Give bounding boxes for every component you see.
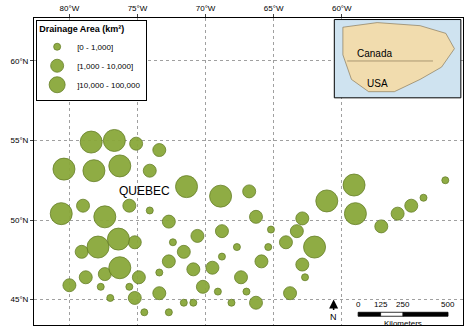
svg-text:75°W: 75°W	[128, 4, 148, 13]
svg-text:50°N: 50°N	[11, 216, 29, 225]
svg-text:]10,000 - 100,000: ]10,000 - 100,000	[77, 81, 140, 90]
svg-text:USA: USA	[367, 78, 388, 89]
svg-text:[0 - 1,000]: [0 - 1,000]	[77, 43, 113, 52]
svg-text:N: N	[330, 312, 337, 322]
svg-text:60°W: 60°W	[332, 4, 352, 13]
svg-text:45°N: 45°N	[11, 295, 29, 304]
svg-text:55°N: 55°N	[11, 136, 29, 145]
svg-text:70°W: 70°W	[196, 4, 216, 13]
svg-text:QUEBEC: QUEBEC	[119, 184, 170, 198]
svg-text:Canada: Canada	[357, 48, 392, 59]
svg-text:65°W: 65°W	[264, 4, 284, 13]
svg-text:Kilometers: Kilometers	[384, 319, 422, 328]
svg-text:250: 250	[396, 300, 410, 309]
svg-text:Drainage Area (km²): Drainage Area (km²)	[39, 24, 124, 34]
svg-text:60°N: 60°N	[11, 57, 29, 66]
svg-text:125: 125	[374, 300, 388, 309]
svg-text:[1,000 - 10,000]: [1,000 - 10,000]	[77, 62, 133, 71]
svg-text:500: 500	[441, 300, 455, 309]
svg-text:0: 0	[356, 300, 361, 309]
svg-text:80°W: 80°W	[60, 4, 80, 13]
